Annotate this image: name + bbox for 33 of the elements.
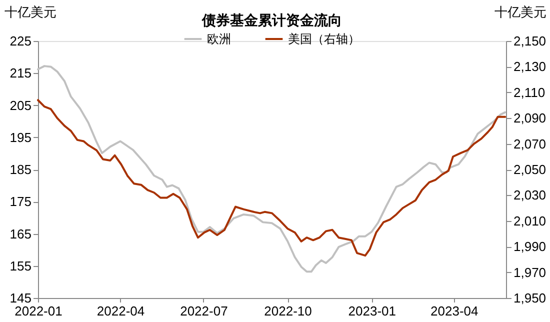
y2-tick-label: 2,030 (514, 188, 546, 203)
chart-title: 债券基金累计资金流向 (201, 12, 342, 28)
x-tick-label: 2023-01 (348, 304, 396, 318)
y-tick-label: 185 (10, 162, 32, 177)
legend-label: 欧洲 (207, 32, 231, 46)
line-series (37, 65, 506, 273)
y-tick-label: 205 (10, 98, 32, 113)
y-tick-label: 225 (10, 34, 32, 48)
y2-tick-label: 2,070 (514, 136, 546, 152)
y-tick-label: 175 (10, 194, 32, 210)
x-tick-label: 2022-04 (96, 304, 145, 318)
y2-tick-label: 2,130 (514, 59, 546, 74)
y2-tick-label: 2,050 (514, 162, 546, 177)
y2-tick-label: 1,990 (514, 239, 546, 254)
y-tick-label: 145 (10, 290, 32, 306)
x-tick-label: 2023-04 (430, 304, 478, 318)
legend-label: 美国（右轴） (288, 32, 360, 46)
x-tick-label: 2022-10 (264, 304, 312, 318)
x-tick-label: 2022-01 (14, 304, 62, 318)
x-tick-label: 2022-07 (180, 304, 228, 318)
line-series (37, 99, 506, 257)
y2-tick-label: 1,950 (514, 290, 546, 306)
y-tick-label: 165 (10, 226, 32, 242)
y2-tick-label: 2,110 (514, 84, 546, 100)
y-tick-label: 215 (10, 66, 32, 81)
y2-tick-label: 2,150 (514, 34, 546, 48)
y-tick-label: 155 (10, 258, 32, 274)
y2-axis-title: 十亿美元 (494, 4, 546, 20)
y2-tick-label: 1,970 (514, 264, 546, 280)
y-axis-title: 十亿美元 (4, 4, 56, 20)
y-tick-label: 195 (10, 130, 32, 145)
y2-tick-label: 2,090 (514, 110, 546, 126)
y2-tick-label: 2,010 (514, 213, 546, 228)
